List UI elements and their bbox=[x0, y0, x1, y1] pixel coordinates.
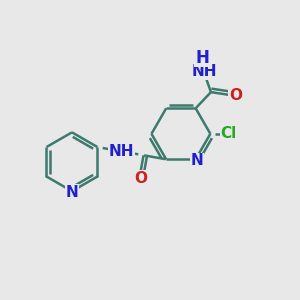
Text: Cl: Cl bbox=[220, 126, 237, 141]
Text: O: O bbox=[229, 88, 242, 103]
Text: NH: NH bbox=[192, 64, 217, 79]
Text: N: N bbox=[66, 185, 78, 200]
Text: N: N bbox=[191, 153, 203, 168]
Text: NH: NH bbox=[109, 144, 134, 159]
Text: H: H bbox=[195, 49, 209, 67]
Text: O: O bbox=[134, 171, 147, 186]
